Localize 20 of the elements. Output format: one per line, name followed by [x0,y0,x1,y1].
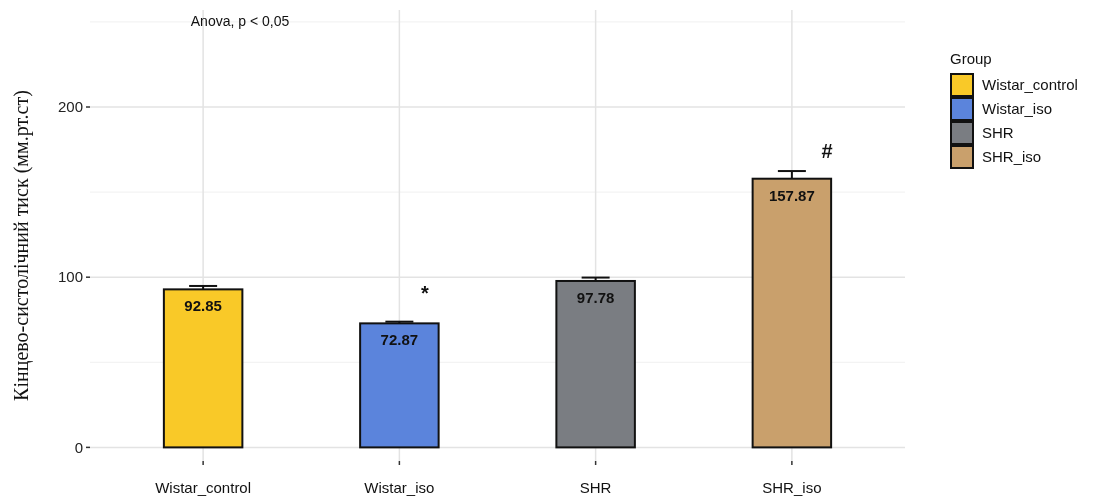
legend-label: Wistar_iso [982,100,1053,118]
x-tick-label: Wistar_control [155,479,252,496]
annotation: Anova, p < 0,05 [190,13,290,29]
annotation: * [421,282,430,304]
y-tick-label: 100 [57,268,83,286]
data-label: 97.78 [576,288,615,306]
legend-label: SHR [982,124,1014,142]
y-tick-label: 200 [57,98,83,116]
y-tick-label: 0 [74,438,83,456]
legend-label: Wistar_control [982,76,1078,94]
data-label: 72.87 [380,331,419,349]
y-axis-title: Кінцево-систолічний тиск (мм.рт.ст) [10,90,33,401]
x-tick-label: SHR_iso [762,479,822,496]
legend-title: Group [950,50,992,67]
annotation: # [821,140,833,162]
x-tick-label: SHR [579,479,612,496]
x-tick-label: Wistar_iso [364,479,435,496]
legend-label: SHR_iso [982,148,1042,166]
data-label: 92.85 [184,297,222,315]
data-label: 157.87 [768,186,815,204]
